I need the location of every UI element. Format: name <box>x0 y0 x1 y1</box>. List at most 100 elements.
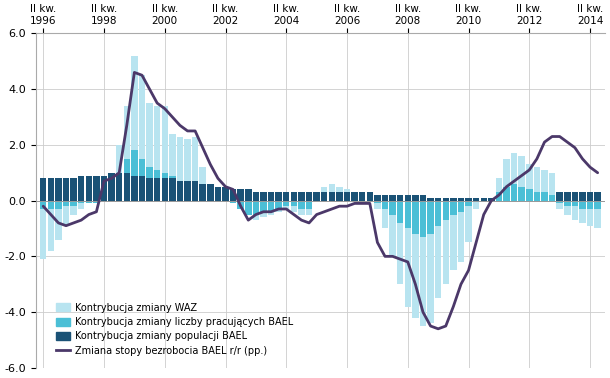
Bar <box>359 198 365 201</box>
Bar <box>162 106 168 201</box>
Bar <box>245 201 251 215</box>
Bar <box>162 178 168 201</box>
Bar <box>556 201 563 203</box>
Bar <box>230 201 236 203</box>
Bar <box>40 178 46 201</box>
Bar <box>503 159 510 201</box>
Bar <box>306 192 312 201</box>
Bar <box>572 192 578 201</box>
Bar <box>283 201 290 209</box>
Bar <box>78 201 84 209</box>
Bar <box>169 178 176 201</box>
Bar <box>336 187 343 201</box>
Bar <box>367 198 373 201</box>
Bar <box>260 201 267 217</box>
Bar <box>290 192 297 201</box>
Bar <box>556 201 563 209</box>
Bar <box>131 175 138 201</box>
Bar <box>534 167 540 201</box>
Bar <box>580 192 586 201</box>
Bar <box>321 192 328 201</box>
Bar <box>276 201 282 209</box>
Bar <box>382 201 388 228</box>
Bar <box>481 198 487 201</box>
Bar <box>85 201 92 203</box>
Bar <box>207 187 214 201</box>
Bar <box>549 195 555 201</box>
Bar <box>154 106 160 201</box>
Bar <box>237 189 244 201</box>
Bar <box>435 201 442 298</box>
Bar <box>70 201 77 215</box>
Bar <box>420 201 426 326</box>
Bar <box>63 178 70 201</box>
Bar <box>169 175 176 201</box>
Bar <box>298 201 304 209</box>
Bar <box>580 201 586 209</box>
Bar <box>428 201 434 234</box>
Bar <box>290 201 297 206</box>
Bar <box>192 187 198 201</box>
Bar <box>314 192 320 201</box>
Bar <box>534 192 540 201</box>
Bar <box>420 195 426 201</box>
Bar <box>344 192 350 201</box>
Bar <box>199 192 206 201</box>
Bar <box>222 187 229 201</box>
Bar <box>230 189 236 201</box>
Bar <box>397 195 403 201</box>
Bar <box>55 201 62 240</box>
Bar <box>215 198 221 201</box>
Bar <box>78 175 84 201</box>
Bar <box>63 201 70 206</box>
Bar <box>351 192 358 201</box>
Bar <box>518 187 525 201</box>
Bar <box>116 145 123 201</box>
Bar <box>109 173 115 201</box>
Bar <box>85 175 92 201</box>
Bar <box>101 187 107 201</box>
Bar <box>541 192 548 201</box>
Bar <box>268 201 274 212</box>
Bar <box>55 201 62 209</box>
Bar <box>283 192 290 201</box>
Bar <box>215 192 221 201</box>
Bar <box>245 189 251 201</box>
Bar <box>230 195 236 201</box>
Bar <box>48 201 54 251</box>
Bar <box>374 201 381 209</box>
Bar <box>48 178 54 201</box>
Bar <box>268 192 274 201</box>
Bar <box>511 153 517 201</box>
Bar <box>496 178 502 201</box>
Bar <box>146 167 152 201</box>
Bar <box>344 198 350 201</box>
Bar <box>412 201 418 318</box>
Bar <box>298 201 304 215</box>
Bar <box>526 189 533 201</box>
Bar <box>435 201 442 226</box>
Bar <box>503 187 510 201</box>
Bar <box>93 175 99 201</box>
Bar <box>572 201 578 220</box>
Bar <box>283 201 290 206</box>
Bar <box>184 139 191 201</box>
Bar <box>511 184 517 201</box>
Bar <box>374 201 381 203</box>
Bar <box>207 198 214 201</box>
Bar <box>184 181 191 201</box>
Bar <box>351 198 358 201</box>
Bar <box>306 201 312 209</box>
Bar <box>70 178 77 201</box>
Bar <box>124 106 130 201</box>
Bar <box>465 201 472 206</box>
Bar <box>594 201 601 228</box>
Bar <box>428 198 434 201</box>
Bar <box>276 192 282 201</box>
Bar <box>488 198 495 201</box>
Bar <box>109 187 115 201</box>
Bar <box>442 201 449 220</box>
Bar <box>40 201 46 209</box>
Bar <box>63 201 70 226</box>
Bar <box>131 56 138 201</box>
